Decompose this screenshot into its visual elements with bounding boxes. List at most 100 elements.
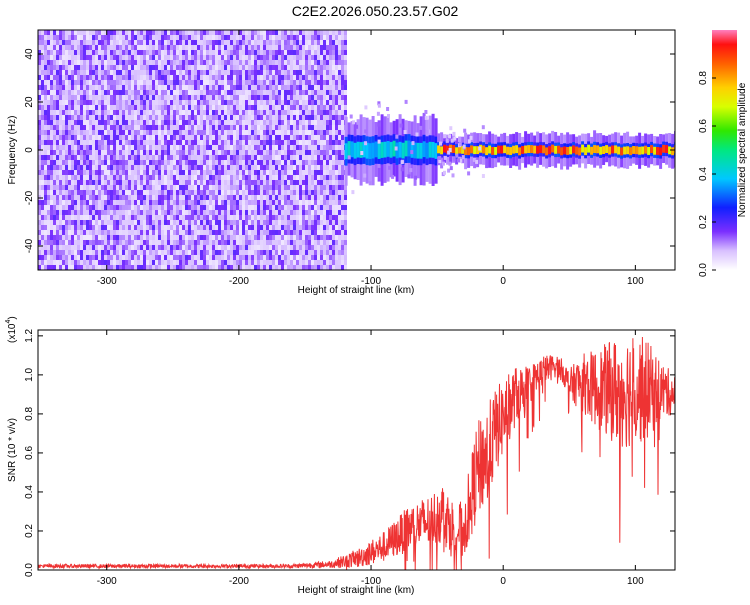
spectrogram-cell	[92, 50, 95, 55]
spectrogram-cell	[83, 185, 86, 190]
spectrogram-cell	[302, 190, 305, 195]
spectrogram-cell	[188, 220, 191, 225]
spectrogram-cell	[188, 245, 191, 250]
spectrogram-cell	[227, 180, 230, 185]
spectrogram-cell	[326, 165, 329, 170]
spectrogram-cell	[185, 205, 188, 210]
spectrogram-cell	[125, 100, 128, 105]
spectrogram-cell	[65, 150, 68, 155]
spectrogram-cell	[218, 205, 221, 210]
spectrogram-cell	[86, 60, 89, 65]
spectrogram-cell	[221, 175, 224, 180]
spectrogram-cell	[185, 60, 188, 65]
spectrogram-cell	[104, 125, 107, 130]
spectrogram-cell	[83, 30, 86, 35]
spectrogram-cell	[83, 70, 86, 75]
spectrogram-cell	[263, 220, 266, 225]
spectrogram-cell	[161, 35, 164, 40]
spectrogram-cell	[248, 115, 251, 120]
spectrogram-cell	[83, 140, 86, 145]
spectrogram-cell	[329, 115, 332, 120]
spectrogram-cell	[104, 240, 107, 245]
spectrogram-cell	[44, 135, 47, 140]
spectrogram-cell	[218, 255, 221, 260]
spectrogram-cell	[158, 180, 161, 185]
spectrogram-cell	[281, 80, 284, 85]
spectrogram-cell	[83, 75, 86, 80]
spectrogram-cell	[83, 80, 86, 85]
spectrogram-cell	[104, 95, 107, 100]
spectrogram-cell	[182, 120, 185, 125]
spectrogram-cell	[65, 125, 68, 130]
spectrogram-cell	[173, 240, 176, 245]
spectrogram-cell	[254, 145, 257, 150]
spectrogram-cell	[104, 200, 107, 205]
spectrogram-cell	[209, 55, 212, 60]
spectrogram-cell	[65, 260, 68, 265]
spectrogram-cell	[215, 260, 218, 265]
spectrogram-cell	[53, 185, 56, 190]
spectrogram-cell	[335, 85, 338, 90]
spectrogram-cell	[260, 205, 263, 210]
spectrogram-cell	[164, 210, 167, 215]
spectrogram-cell	[326, 110, 329, 115]
spectrogram-cell	[119, 60, 122, 65]
spectrogram-cell	[143, 155, 146, 160]
spectrogram-cell	[143, 240, 146, 245]
spectrogram-cell	[107, 210, 110, 215]
spectrogram-cell	[317, 185, 320, 190]
spectrogram-cell	[119, 100, 122, 105]
spectrogram-cell	[305, 150, 308, 155]
spectrogram-cell	[266, 230, 269, 235]
spectrogram-cell	[341, 35, 344, 40]
spectrogram-cell	[119, 225, 122, 230]
spectrogram-cell	[152, 90, 155, 95]
spectrogram-cell	[71, 130, 74, 135]
spectrogram-cell	[260, 80, 263, 85]
spectrogram-cell	[50, 175, 53, 180]
spectrogram-cell	[284, 260, 287, 265]
spectrogram-cell	[122, 145, 125, 150]
spectrogram-cell	[113, 260, 116, 265]
spectrogram-cell	[197, 130, 200, 135]
spectrogram-cell	[59, 155, 62, 160]
spectrogram-cell	[185, 105, 188, 110]
spectrogram-cell	[329, 100, 332, 105]
spectrogram-cell	[173, 60, 176, 65]
spectrogram-cell	[161, 245, 164, 250]
spectrogram-cell	[326, 250, 329, 255]
spectrogram-cell	[206, 130, 209, 135]
spectrogram-cell	[209, 250, 212, 255]
spectrogram-cell	[335, 145, 338, 150]
spectrogram-cell	[86, 170, 89, 175]
spectrogram-cell	[197, 60, 200, 65]
spectrogram-cell	[200, 110, 203, 115]
spectrogram-cell	[179, 265, 182, 270]
spectrogram-cell	[92, 200, 95, 205]
spectrogram-cell	[149, 70, 152, 75]
spectrogram-cell	[308, 130, 311, 135]
spectrogram-cell	[194, 60, 197, 65]
spectrogram-cell	[74, 80, 77, 85]
spectrogram-cell	[242, 215, 245, 220]
spectrogram-cell	[161, 190, 164, 195]
spectrogram-cell	[320, 210, 323, 215]
spectrogram-cell	[101, 225, 104, 230]
spectrogram-cell	[320, 225, 323, 230]
spectrogram-cell	[95, 245, 98, 250]
spectrogram-cell	[50, 205, 53, 210]
spectrogram-cell	[254, 170, 257, 175]
spectrogram-cell	[257, 250, 260, 255]
spectrogram-cell	[74, 140, 77, 145]
spectrogram-cell	[176, 225, 179, 230]
spectrogram-cell	[191, 125, 194, 130]
spectrogram-cell	[86, 235, 89, 240]
spectrogram-cell	[71, 50, 74, 55]
spectrogram-cell	[137, 265, 140, 270]
spectrogram-cell	[323, 65, 326, 70]
spectrogram-cell	[200, 170, 203, 175]
spectrogram-cell	[98, 235, 101, 240]
spectrogram-cell	[83, 95, 86, 100]
spectrogram-cell	[347, 141, 351, 157]
spectrogram-cell	[116, 255, 119, 260]
